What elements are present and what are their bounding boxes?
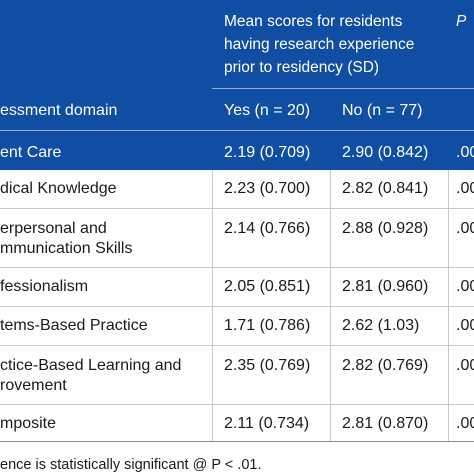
row-divider: [0, 306, 474, 307]
no-score-cell: 2.82 (0.769): [342, 357, 429, 374]
header-bottom-divider: [0, 130, 474, 131]
domain-cell: ctice-Based Learning and: [0, 357, 182, 374]
table-header: Mean scores for residents having researc…: [0, 0, 474, 170]
no-column-title: No (n = 77): [342, 102, 423, 119]
no-score-cell: 2.81 (0.870): [342, 415, 429, 432]
group-column-title: Mean scores for residents having researc…: [224, 13, 415, 76]
domain-cell: fessionalism: [0, 278, 89, 295]
domain-cell: ent Care: [0, 144, 62, 161]
no-score-cell: 2.81 (0.960): [342, 278, 429, 295]
domain-cell: dical Knowledge: [0, 180, 117, 197]
domain-cell: erpersonal and: [0, 220, 107, 237]
yes-score-cell: 1.71 (0.786): [224, 317, 311, 334]
domain-column-title: essment domain: [0, 102, 118, 119]
yes-score-cell: 2.05 (0.851): [224, 278, 311, 295]
p-value-cell: .00: [456, 220, 474, 237]
column-divider: [330, 170, 331, 441]
row-divider: [0, 208, 474, 209]
table-footnote: ence is statistically significant @ P < …: [0, 457, 262, 473]
yes-score-cell: 2.14 (0.766): [224, 220, 311, 237]
yes-score-cell: 2.11 (0.734): [224, 415, 310, 432]
domain-cell: mposite: [0, 415, 57, 432]
p-value-cell: .00: [456, 180, 474, 197]
table-row: fessionalism 2.05 (0.851) 2.81 (0.960) .…: [0, 268, 474, 306]
no-score-cell: 2.90 (0.842): [342, 144, 429, 161]
table-row: tems-Based Practice 1.71 (0.786) 2.62 (1…: [0, 307, 474, 345]
p-value-cell: .00: [456, 357, 474, 374]
no-score-cell: 2.62 (1.03): [342, 317, 420, 334]
p-value-cell: .00: [456, 317, 474, 334]
row-divider: [0, 267, 474, 268]
yes-column-title: Yes (n = 20): [224, 102, 311, 119]
row-divider: [0, 345, 474, 346]
yes-score-cell: 2.35 (0.769): [224, 357, 311, 374]
table-row: mposite 2.11 (0.734) 2.81 (0.870) .00: [0, 405, 474, 441]
yes-score-cell: 2.23 (0.700): [224, 180, 311, 197]
table-row: erpersonal and mmunication Skills 2.14 (…: [0, 209, 474, 267]
column-divider: [212, 170, 213, 441]
table-row: dical Knowledge 2.23 (0.700) 2.82 (0.841…: [0, 170, 474, 208]
table-bottom-rule: [0, 441, 474, 442]
table-row: ent Care 2.19 (0.709) 2.90 (0.842) .00: [0, 140, 474, 170]
p-value-column-title: P: [456, 13, 467, 30]
column-divider: [448, 170, 449, 441]
domain-cell-line2: rovement: [0, 377, 67, 394]
p-value-cell: .00: [456, 144, 474, 161]
table-row: ctice-Based Learning and rovement 2.35 (…: [0, 346, 474, 404]
no-score-cell: 2.88 (0.928): [342, 220, 429, 237]
yes-score-cell: 2.19 (0.709): [224, 144, 311, 161]
domain-cell-line2: mmunication Skills: [0, 240, 133, 257]
row-divider: [0, 404, 474, 405]
domain-cell: tems-Based Practice: [0, 317, 148, 334]
p-value-cell: .00: [456, 278, 474, 295]
p-value-cell: .00: [456, 415, 474, 432]
header-divider: [212, 88, 474, 89]
no-score-cell: 2.82 (0.841): [342, 180, 429, 197]
